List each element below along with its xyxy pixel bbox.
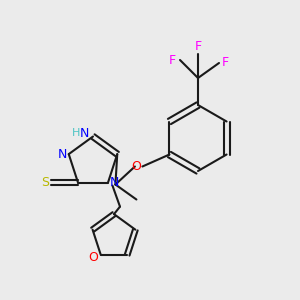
- Text: F: F: [169, 53, 176, 67]
- Text: N: N: [109, 176, 119, 189]
- Text: F: F: [221, 56, 229, 70]
- Text: H: H: [72, 128, 81, 139]
- Text: O: O: [131, 160, 141, 173]
- Text: O: O: [88, 251, 98, 264]
- Text: N: N: [79, 127, 89, 140]
- Text: F: F: [194, 40, 202, 53]
- Text: S: S: [41, 176, 49, 189]
- Text: N: N: [58, 148, 68, 160]
